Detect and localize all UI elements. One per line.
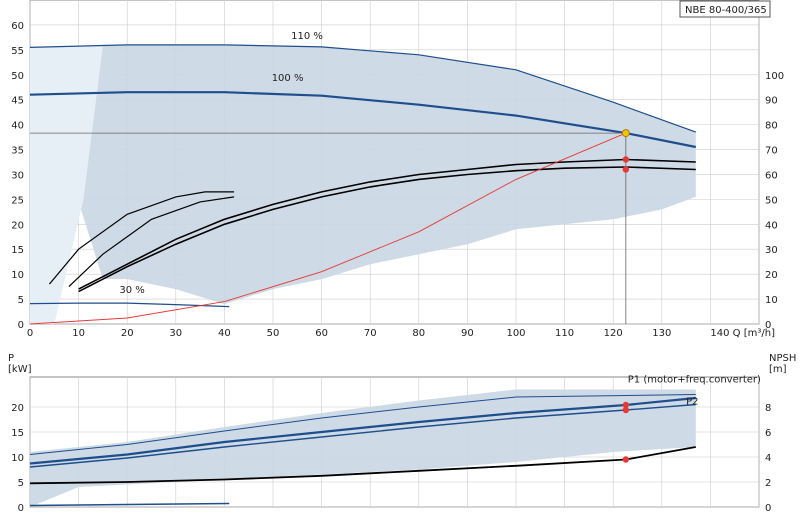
- tick-label-right: 0: [765, 320, 771, 331]
- operating-envelope: [30, 389, 696, 507]
- series-line-head_100: [29, 91, 697, 149]
- tick-label-right: 70: [765, 146, 778, 157]
- tick-label-x: 30: [169, 328, 182, 339]
- tick-label-x: 80: [412, 328, 425, 339]
- tick-label-left: 0: [18, 320, 24, 331]
- duty-marker: [622, 406, 630, 414]
- tick-label-left: 15: [11, 245, 24, 256]
- duty-marker: [622, 166, 630, 173]
- series-line-efficiency: [78, 158, 696, 290]
- curve-annotation: 100 %: [272, 73, 304, 84]
- duty-marker: [622, 156, 630, 163]
- series-label: P1 (motor+freq.converter): [628, 375, 761, 386]
- tick-label-left: 10: [11, 270, 24, 281]
- axis-label-left: P: [8, 353, 14, 364]
- tick-label-left: 5: [18, 295, 24, 306]
- tick-label-x: 120: [604, 328, 623, 339]
- model-label: NBE 80-400/365: [685, 5, 767, 16]
- tick-label-x: 70: [364, 328, 377, 339]
- series-line-efficiency_partial: [48, 191, 235, 285]
- tick-label-left: 20: [11, 403, 24, 414]
- tick-label-right: 90: [765, 96, 778, 107]
- tick-label-left: 20: [11, 220, 24, 231]
- series-line-p1: [29, 396, 696, 465]
- tick-label-right: 10: [765, 295, 778, 306]
- tick-label-x: 60: [315, 328, 328, 339]
- series-line-npsh: [29, 446, 696, 485]
- axis-label-right: [m]: [769, 364, 787, 375]
- tick-label-x: 140 Q [m³/h]: [710, 328, 775, 339]
- head-efficiency-panel: 0 5 10 15 20 25 30 35 40 45 50 55 60 0 10 20 30 40 50 60 70 8…: [11, 0, 784, 339]
- tick-label-left: 30: [11, 170, 24, 181]
- tick-label-x: 90: [461, 328, 474, 339]
- tick-label-right: 20: [765, 270, 778, 281]
- series-line-p_high: [29, 394, 696, 455]
- tick-label-left: 55: [11, 46, 24, 57]
- tick-label-x: 20: [121, 328, 134, 339]
- tick-label-right: 4: [765, 453, 771, 464]
- series-line-head_110: [29, 44, 697, 133]
- tick-label-left: 25: [11, 195, 24, 206]
- tick-label-left: 50: [11, 71, 24, 82]
- tick-label-left: 45: [11, 96, 24, 107]
- curve-annotation: 30 %: [119, 285, 144, 296]
- model-label-box: NBE 80-400/365: [679, 0, 771, 18]
- tick-label-x: 40: [218, 328, 231, 339]
- tick-label-right: 80: [765, 121, 778, 132]
- series-line-efficiency_partial: [68, 196, 235, 288]
- tick-label-left: 0: [18, 503, 24, 514]
- curve-annotation: 110 %: [291, 31, 323, 42]
- duty-marker-npsh: [622, 456, 630, 463]
- tick-label-x: 100: [506, 328, 525, 339]
- tick-label-right: 30: [765, 245, 778, 256]
- operating-point: [621, 129, 630, 138]
- tick-label-right: 50: [765, 195, 778, 206]
- series-label: P2: [686, 397, 698, 408]
- operating-envelope: [30, 44, 696, 305]
- tick-label-right: 40: [765, 220, 778, 231]
- tick-label-right: 8: [765, 403, 771, 414]
- tick-label-x: 130: [652, 328, 671, 339]
- power-npsh-panel: 0 5 10 15 20 0 2 4 6 8 P[kW] NPSH[m] P1 (motor+freq.…: [8, 353, 796, 514]
- tick-label-x: 0: [27, 328, 33, 339]
- axis-label-left: [kW]: [8, 364, 32, 375]
- tick-label-x: 110: [555, 328, 574, 339]
- axis-label-right: NPSH: [769, 353, 796, 364]
- duty-marker: [622, 401, 630, 409]
- series-line-p2: [29, 403, 696, 468]
- tick-label-left: 15: [11, 428, 24, 439]
- series-line-efficiency: [78, 166, 696, 293]
- tick-label-right: 2: [765, 478, 771, 489]
- tick-label-right: 6: [765, 428, 771, 439]
- tick-label-right: 60: [765, 170, 778, 181]
- tick-label-left: 35: [11, 146, 24, 157]
- tick-label-left: 40: [11, 121, 24, 132]
- low-flow-zone: [30, 45, 103, 325]
- series-line-p_30: [29, 502, 230, 507]
- tick-label-x: 10: [72, 328, 85, 339]
- tick-label-left: 60: [11, 21, 24, 32]
- tick-label-right: 100: [765, 71, 784, 82]
- tick-label-right: 0: [765, 503, 771, 514]
- series-line-head_30: [29, 302, 230, 308]
- series-line-system_curve: [29, 132, 626, 325]
- tick-label-left: 5: [18, 478, 24, 489]
- tick-label-left: 10: [11, 453, 24, 464]
- tick-label-x: 50: [267, 328, 280, 339]
